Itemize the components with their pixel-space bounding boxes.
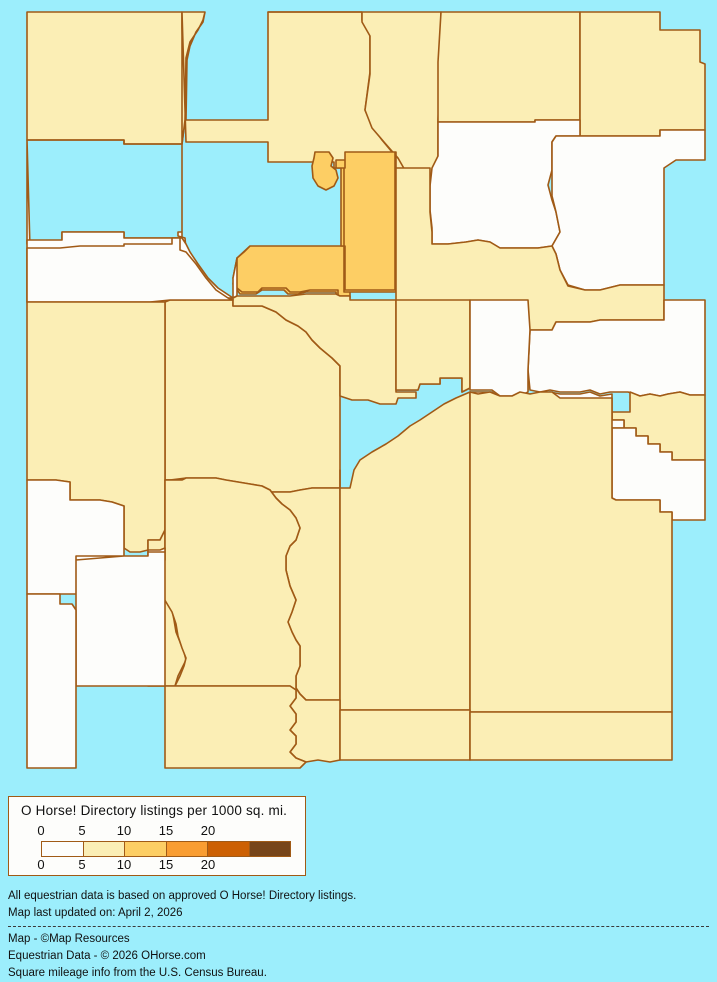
county-dona-ana[interactable]	[164, 685, 307, 769]
legend-tick-top-2: 10	[116, 823, 132, 838]
last-updated-note: Map last updated on: April 2, 2026	[8, 906, 183, 919]
county-santa-fe[interactable]	[335, 151, 397, 293]
county-guadalupe[interactable]	[469, 299, 531, 397]
legend-tick-top-1: 5	[78, 823, 86, 838]
legend-ticks-bottom: 0 5 10 15 20	[9, 857, 307, 873]
credit-census-bureau: Square mileage info from the U.S. Census…	[8, 967, 267, 979]
new-mexico-county-map[interactable]	[0, 0, 717, 790]
legend-swatch-4	[208, 842, 250, 856]
legend-panel: O Horse! Directory listings per 1000 sq.…	[8, 796, 306, 876]
legend-title: O Horse! Directory listings per 1000 sq.…	[21, 803, 288, 818]
county-san-juan[interactable]	[26, 11, 186, 145]
legend-color-bar	[41, 841, 291, 857]
legend-swatch-0	[42, 842, 84, 856]
credits-block: Map - ©Map Resources Equestrian Data - ©…	[8, 931, 708, 982]
legend-tick-top-4: 20	[200, 823, 216, 838]
legend-swatch-3	[166, 842, 208, 856]
county-torrance[interactable]	[395, 299, 471, 393]
county-eddy[interactable]	[339, 709, 471, 761]
county-hidalgo[interactable]	[26, 593, 77, 769]
legend-tick-top-0: 0	[37, 823, 45, 838]
legend-tick-bottom-1: 5	[78, 857, 86, 872]
county-lea[interactable]	[469, 711, 673, 761]
footer: All equestrian data is based on approved…	[8, 888, 709, 982]
data-source-note: All equestrian data is based on approved…	[8, 890, 357, 902]
legend-tick-bottom-0: 0	[37, 857, 45, 872]
legend-tick-bottom-4: 20	[200, 857, 216, 872]
county-luna[interactable]	[75, 547, 166, 687]
county-los-alamos[interactable]	[311, 151, 339, 191]
credit-equestrian-data: Equestrian Data - © 2026 OHorse.com	[8, 950, 206, 962]
legend-ticks-top: 0 5 10 15 20	[9, 823, 307, 839]
county-colfax[interactable]	[437, 11, 581, 123]
footer-divider	[8, 926, 709, 927]
legend-swatch-5	[249, 842, 290, 856]
legend-swatch-2	[125, 842, 167, 856]
legend-tick-top-3: 15	[158, 823, 174, 838]
county-union[interactable]	[579, 11, 706, 137]
legend-tick-bottom-3: 15	[158, 857, 174, 872]
county-valencia[interactable]	[232, 293, 417, 405]
county-sandoval[interactable]	[232, 245, 351, 299]
legend-tick-bottom-2: 10	[116, 857, 132, 872]
legend-swatch-1	[83, 842, 125, 856]
credit-map-source: Map - ©Map Resources	[8, 933, 130, 945]
